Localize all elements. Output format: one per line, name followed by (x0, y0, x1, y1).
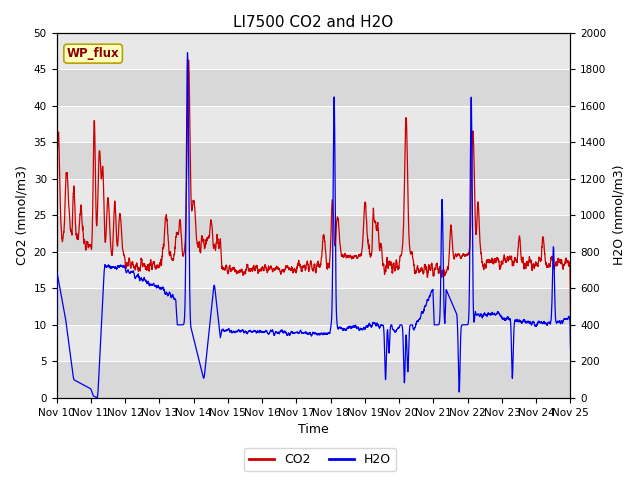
Bar (56, 69, 570, 106)
Bar (56, 361, 570, 398)
Legend: CO2, H2O: CO2, H2O (244, 448, 396, 471)
Bar (56, 288, 570, 325)
Y-axis label: CO2 (mmol/m3): CO2 (mmol/m3) (15, 165, 28, 265)
Bar (56, 33, 570, 69)
Bar (56, 252, 570, 288)
Title: LI7500 CO2 and H2O: LI7500 CO2 and H2O (234, 15, 394, 30)
Y-axis label: H2O (mmol/m3): H2O (mmol/m3) (612, 165, 625, 265)
Bar (56, 215, 570, 252)
X-axis label: Time: Time (298, 423, 329, 436)
Bar (56, 106, 570, 142)
Text: WP_flux: WP_flux (67, 47, 120, 60)
Bar (56, 325, 570, 361)
Bar (56, 179, 570, 215)
Bar (56, 142, 570, 179)
